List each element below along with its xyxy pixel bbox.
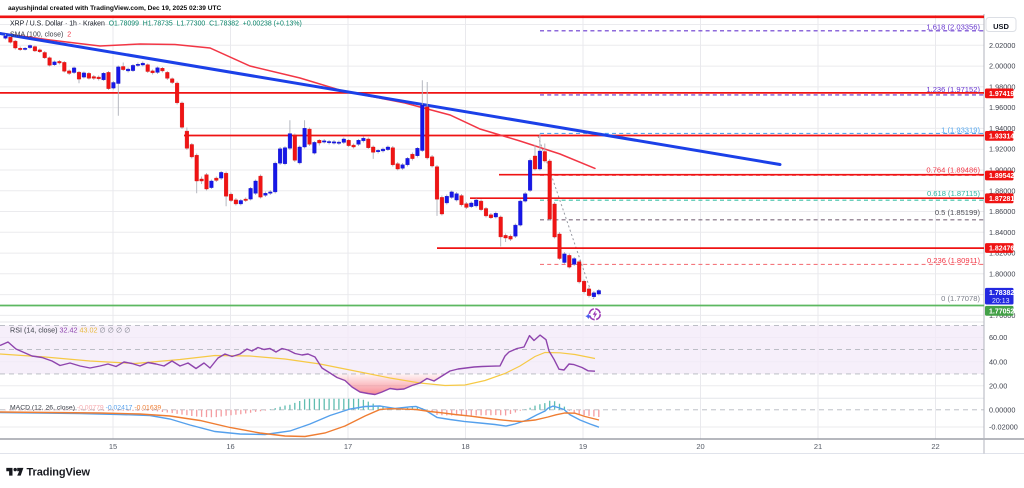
svg-text:1.93314: 1.93314 [989,134,1014,141]
svg-text:MACD (12, 26, close) -0.00779: MACD (12, 26, close) -0.00779 -0.02417 -… [10,404,161,411]
svg-text:-0.02000: -0.02000 [989,423,1018,432]
svg-text:0.618 (1.87115): 0.618 (1.87115) [927,189,981,198]
svg-text:1.78382: 1.78382 [989,290,1014,297]
svg-text:1.82476: 1.82476 [989,246,1014,253]
svg-text:1.86000: 1.86000 [989,207,1015,216]
svg-text:1.94000: 1.94000 [989,124,1015,133]
svg-text:60.00: 60.00 [989,333,1007,342]
svg-text:1.88000: 1.88000 [989,186,1015,195]
svg-text:2.00000: 2.00000 [989,62,1015,71]
svg-text:19: 19 [579,442,587,451]
svg-text:0 (1.77078): 0 (1.77078) [941,294,980,303]
svg-text:1.82000: 1.82000 [989,249,1015,258]
svg-text:1.80000: 1.80000 [989,269,1015,278]
svg-text:1.84000: 1.84000 [989,228,1015,237]
svg-text:XRP / U.S. Dollar · 1h · Krake: XRP / U.S. Dollar · 1h · Kraken O1.78099… [10,20,302,27]
svg-text:22: 22 [931,442,939,451]
svg-text:21: 21 [814,442,822,451]
svg-text:TradingView: TradingView [27,467,91,479]
svg-text:1.87281: 1.87281 [989,196,1014,203]
svg-text:40.00: 40.00 [989,357,1007,366]
svg-text:0.236 (1.80911): 0.236 (1.80911) [927,256,981,265]
svg-text:1.236 (1.97152): 1.236 (1.97152) [926,85,980,94]
svg-text:1 (1.93319): 1 (1.93319) [941,126,980,135]
svg-text:1.97419: 1.97419 [989,91,1014,98]
svg-text:1.618 (2.03356): 1.618 (2.03356) [926,23,980,32]
svg-text:0.764 (1.89486): 0.764 (1.89486) [926,165,980,174]
svg-text:2.02000: 2.02000 [989,41,1015,50]
svg-text:1.92000: 1.92000 [989,145,1015,154]
svg-text:15: 15 [109,442,117,451]
svg-text:1.98000: 1.98000 [989,82,1015,91]
svg-text:17: 17 [344,442,352,451]
svg-text:20:13: 20:13 [992,298,1010,305]
svg-text:20.00: 20.00 [989,381,1007,390]
svg-text:18: 18 [461,442,469,451]
svg-text:1.77052: 1.77052 [989,309,1014,316]
svg-text:aayushjindal created with Trad: aayushjindal created with TradingView.co… [8,5,222,12]
svg-text:USD: USD [993,22,1009,31]
svg-text:0.5 (1.85199): 0.5 (1.85199) [935,208,981,217]
svg-text:SMA (100, close) 2: SMA (100, close) 2 [10,31,71,38]
svg-text:1.89542: 1.89542 [989,173,1014,180]
svg-text:1.96000: 1.96000 [989,103,1015,112]
svg-text:16: 16 [226,442,234,451]
svg-text:0.00000: 0.00000 [989,406,1015,415]
svg-text:1.90000: 1.90000 [989,166,1015,175]
svg-text:20: 20 [696,442,704,451]
svg-text:RSI (14, close) 32.42 43.02 ∅: RSI (14, close) 32.42 43.02 ∅ ∅ ∅ ∅ [10,326,131,335]
